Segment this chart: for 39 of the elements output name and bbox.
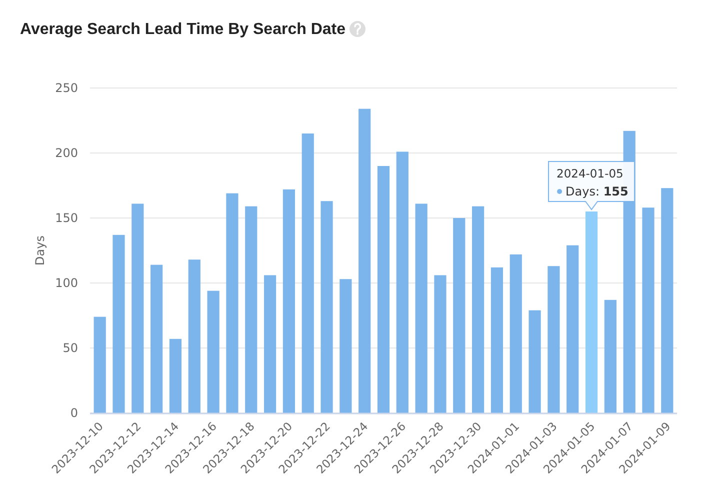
bar [264, 275, 276, 413]
bar [472, 206, 484, 413]
bar [396, 152, 408, 413]
bar [566, 245, 579, 413]
y-axis-title: Days [33, 236, 47, 266]
y-tick-label: 100 [55, 276, 78, 290]
bar [415, 204, 428, 413]
bar [585, 212, 598, 413]
y-tick-label: 250 [55, 81, 78, 95]
annotation: 2024-01-05 Days: 155 [556, 166, 628, 198]
bar [245, 206, 258, 413]
bar [490, 267, 504, 413]
bar [528, 310, 541, 413]
bar [320, 201, 333, 413]
chart-title: Average Search Lead Time By Search Date [20, 21, 346, 38]
bar [169, 338, 182, 413]
bar [282, 189, 295, 413]
bar [340, 279, 352, 413]
bar [112, 234, 125, 413]
bar [453, 218, 466, 413]
bar [207, 290, 220, 413]
bar [377, 166, 390, 413]
bar [226, 193, 238, 413]
bar [510, 254, 522, 413]
bar [150, 264, 163, 413]
y-tick-label: 0 [70, 406, 78, 420]
y-tick-label: 150 [55, 211, 78, 225]
bar [434, 275, 446, 413]
bar [188, 260, 200, 413]
bar [302, 134, 314, 413]
bar [604, 300, 616, 413]
bar [548, 266, 560, 413]
bar [94, 316, 106, 413]
bar [358, 108, 371, 413]
y-tick-label: 200 [55, 146, 78, 160]
bar [642, 208, 654, 413]
y-tick-label: 50 [62, 341, 78, 355]
bar [132, 204, 144, 413]
bar [661, 188, 674, 413]
